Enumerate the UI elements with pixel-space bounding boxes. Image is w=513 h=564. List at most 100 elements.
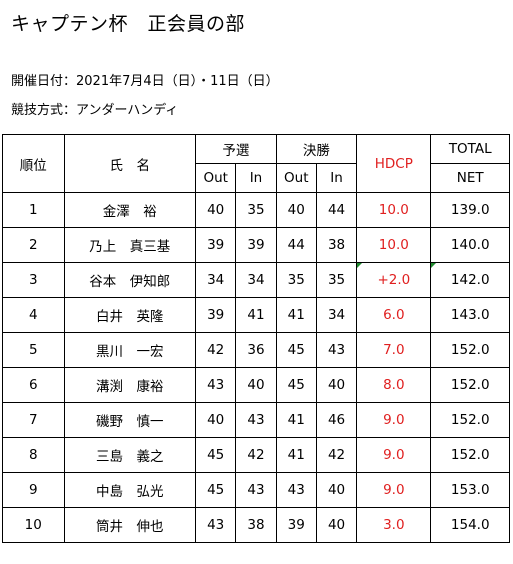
table-row: 6 溝渕 康裕 43 40 45 40 8.0 152.0 [2, 367, 510, 403]
hdcp-cell: 10.0 [356, 192, 432, 228]
hdcp-cell: 9.0 [356, 402, 432, 438]
net-cell: 143.0 [430, 297, 510, 333]
total-header: TOTAL [430, 134, 510, 164]
qualify-in-cell: 43 [235, 402, 277, 438]
final-in-cell: 35 [315, 262, 358, 298]
hdcp-cell: 9.0 [356, 437, 432, 473]
qualify-out-cell: 40 [195, 192, 237, 228]
table-row: 2 乃上 真三基 39 39 44 38 10.0 140.0 [2, 227, 510, 263]
rank-cell: 6 [2, 367, 65, 403]
final-out-cell: 41 [275, 437, 317, 473]
final-out-cell: 41 [275, 402, 317, 438]
hdcp-cell: +2.0 [356, 262, 432, 298]
net-cell: 152.0 [430, 402, 510, 438]
table-row: 9 中島 弘光 45 43 43 40 9.0 153.0 [2, 472, 510, 508]
final-out-cell: 40 [275, 192, 317, 228]
qualify-in-cell: 34 [235, 262, 277, 298]
table-row: 1 金澤 裕 40 35 40 44 10.0 139.0 [2, 192, 510, 228]
rank-header: 順位 [2, 134, 65, 193]
qualify-in-cell: 35 [235, 192, 277, 228]
hdcp-cell: 9.0 [356, 472, 432, 508]
qualify-out-cell: 39 [195, 297, 237, 333]
qualify-in-cell: 39 [235, 227, 277, 263]
final-out-cell: 43 [275, 472, 317, 508]
qualify-header: 予選 [195, 134, 277, 164]
net-cell: 152.0 [430, 367, 510, 403]
name-header: 氏 名 [63, 134, 197, 193]
qualify-in-cell: 41 [235, 297, 277, 333]
qualify-in-cell: 43 [235, 472, 277, 508]
net-cell: 140.0 [430, 227, 510, 263]
competition-format: 競技方式：アンダーハンディ [11, 103, 179, 118]
rank-cell: 10 [2, 507, 65, 543]
qualify-in-cell: 42 [235, 437, 277, 473]
table-row: 3 谷本 伊知郎 34 34 35 35 +2.0 142.0 [2, 262, 510, 298]
final-out-cell: 39 [275, 507, 317, 543]
comment-marker-icon [357, 263, 363, 268]
hdcp-cell: 10.0 [356, 227, 432, 263]
table-row: 4 白井 英隆 39 41 41 34 6.0 143.0 [2, 297, 510, 333]
final-out-cell: 45 [275, 367, 317, 403]
name-cell: 白井 英隆 [63, 297, 197, 333]
final-in-cell: 40 [315, 472, 358, 508]
rank-cell: 1 [2, 192, 65, 228]
rank-cell: 2 [2, 227, 65, 263]
final-out-cell: 44 [275, 227, 317, 263]
name-cell: 筒井 伸也 [63, 507, 197, 543]
qualify-in-cell: 38 [235, 507, 277, 543]
final-in-cell: 34 [315, 297, 358, 333]
name-cell: 黒川 一宏 [63, 332, 197, 368]
rank-cell: 4 [2, 297, 65, 333]
final-out-header: Out [275, 163, 317, 193]
name-cell: 磯野 慎一 [63, 402, 197, 438]
rank-cell: 5 [2, 332, 65, 368]
net-cell: 154.0 [430, 507, 510, 543]
qualify-out-cell: 45 [195, 472, 237, 508]
final-out-cell: 45 [275, 332, 317, 368]
qualify-in-cell: 36 [235, 332, 277, 368]
rank-cell: 3 [2, 262, 65, 298]
comment-marker-icon [431, 263, 437, 268]
page-title: キャプテン杯 正会員の部 [11, 13, 246, 35]
name-cell: 溝渕 康裕 [63, 367, 197, 403]
subheader-row: Out In Out In NET [3, 163, 510, 193]
qualify-out-cell: 40 [195, 402, 237, 438]
net-cell: 142.0 [430, 262, 510, 298]
name-cell: 乃上 真三基 [63, 227, 197, 263]
table-row: 8 三島 義之 45 42 41 42 9.0 152.0 [2, 437, 510, 473]
qualify-out-cell: 39 [195, 227, 237, 263]
qualify-in-cell: 40 [235, 367, 277, 403]
final-in-cell: 40 [315, 367, 358, 403]
hdcp-header: HDCP [356, 134, 432, 193]
net-header: NET [430, 163, 510, 193]
qualify-out-cell: 34 [195, 262, 237, 298]
table-row: 5 黒川 一宏 42 36 45 43 7.0 152.0 [2, 332, 510, 368]
final-out-cell: 35 [275, 262, 317, 298]
final-in-header: In [315, 163, 358, 193]
rank-cell: 7 [2, 402, 65, 438]
event-date: 開催日付：2021年7月4日（日）・11日（日） [11, 74, 279, 89]
net-cell: 152.0 [430, 437, 510, 473]
qualify-out-cell: 43 [195, 367, 237, 403]
final-in-cell: 43 [315, 332, 358, 368]
table-row: 7 磯野 慎一 40 43 41 46 9.0 152.0 [2, 402, 510, 438]
final-in-cell: 42 [315, 437, 358, 473]
results-table: 順位 氏 名 予選 決勝 HDCP TOTAL Out In Out In NE… [2, 134, 510, 543]
hdcp-cell: 6.0 [356, 297, 432, 333]
header-row: 順位 氏 名 予選 決勝 HDCP TOTAL [2, 134, 510, 193]
name-cell: 谷本 伊知郎 [63, 262, 197, 298]
rank-cell: 8 [2, 437, 65, 473]
net-cell: 152.0 [430, 332, 510, 368]
qualify-in-header: In [235, 163, 277, 193]
rank-cell: 9 [2, 472, 65, 508]
qualify-out-cell: 45 [195, 437, 237, 473]
final-header: 決勝 [275, 134, 358, 164]
table-row: 10 筒井 伸也 43 38 39 40 3.0 154.0 [2, 507, 510, 543]
hdcp-cell: 7.0 [356, 332, 432, 368]
hdcp-cell: 3.0 [356, 507, 432, 543]
name-cell: 金澤 裕 [63, 192, 197, 228]
name-cell: 中島 弘光 [63, 472, 197, 508]
final-in-cell: 44 [315, 192, 358, 228]
qualify-out-cell: 42 [195, 332, 237, 368]
name-cell: 三島 義之 [63, 437, 197, 473]
